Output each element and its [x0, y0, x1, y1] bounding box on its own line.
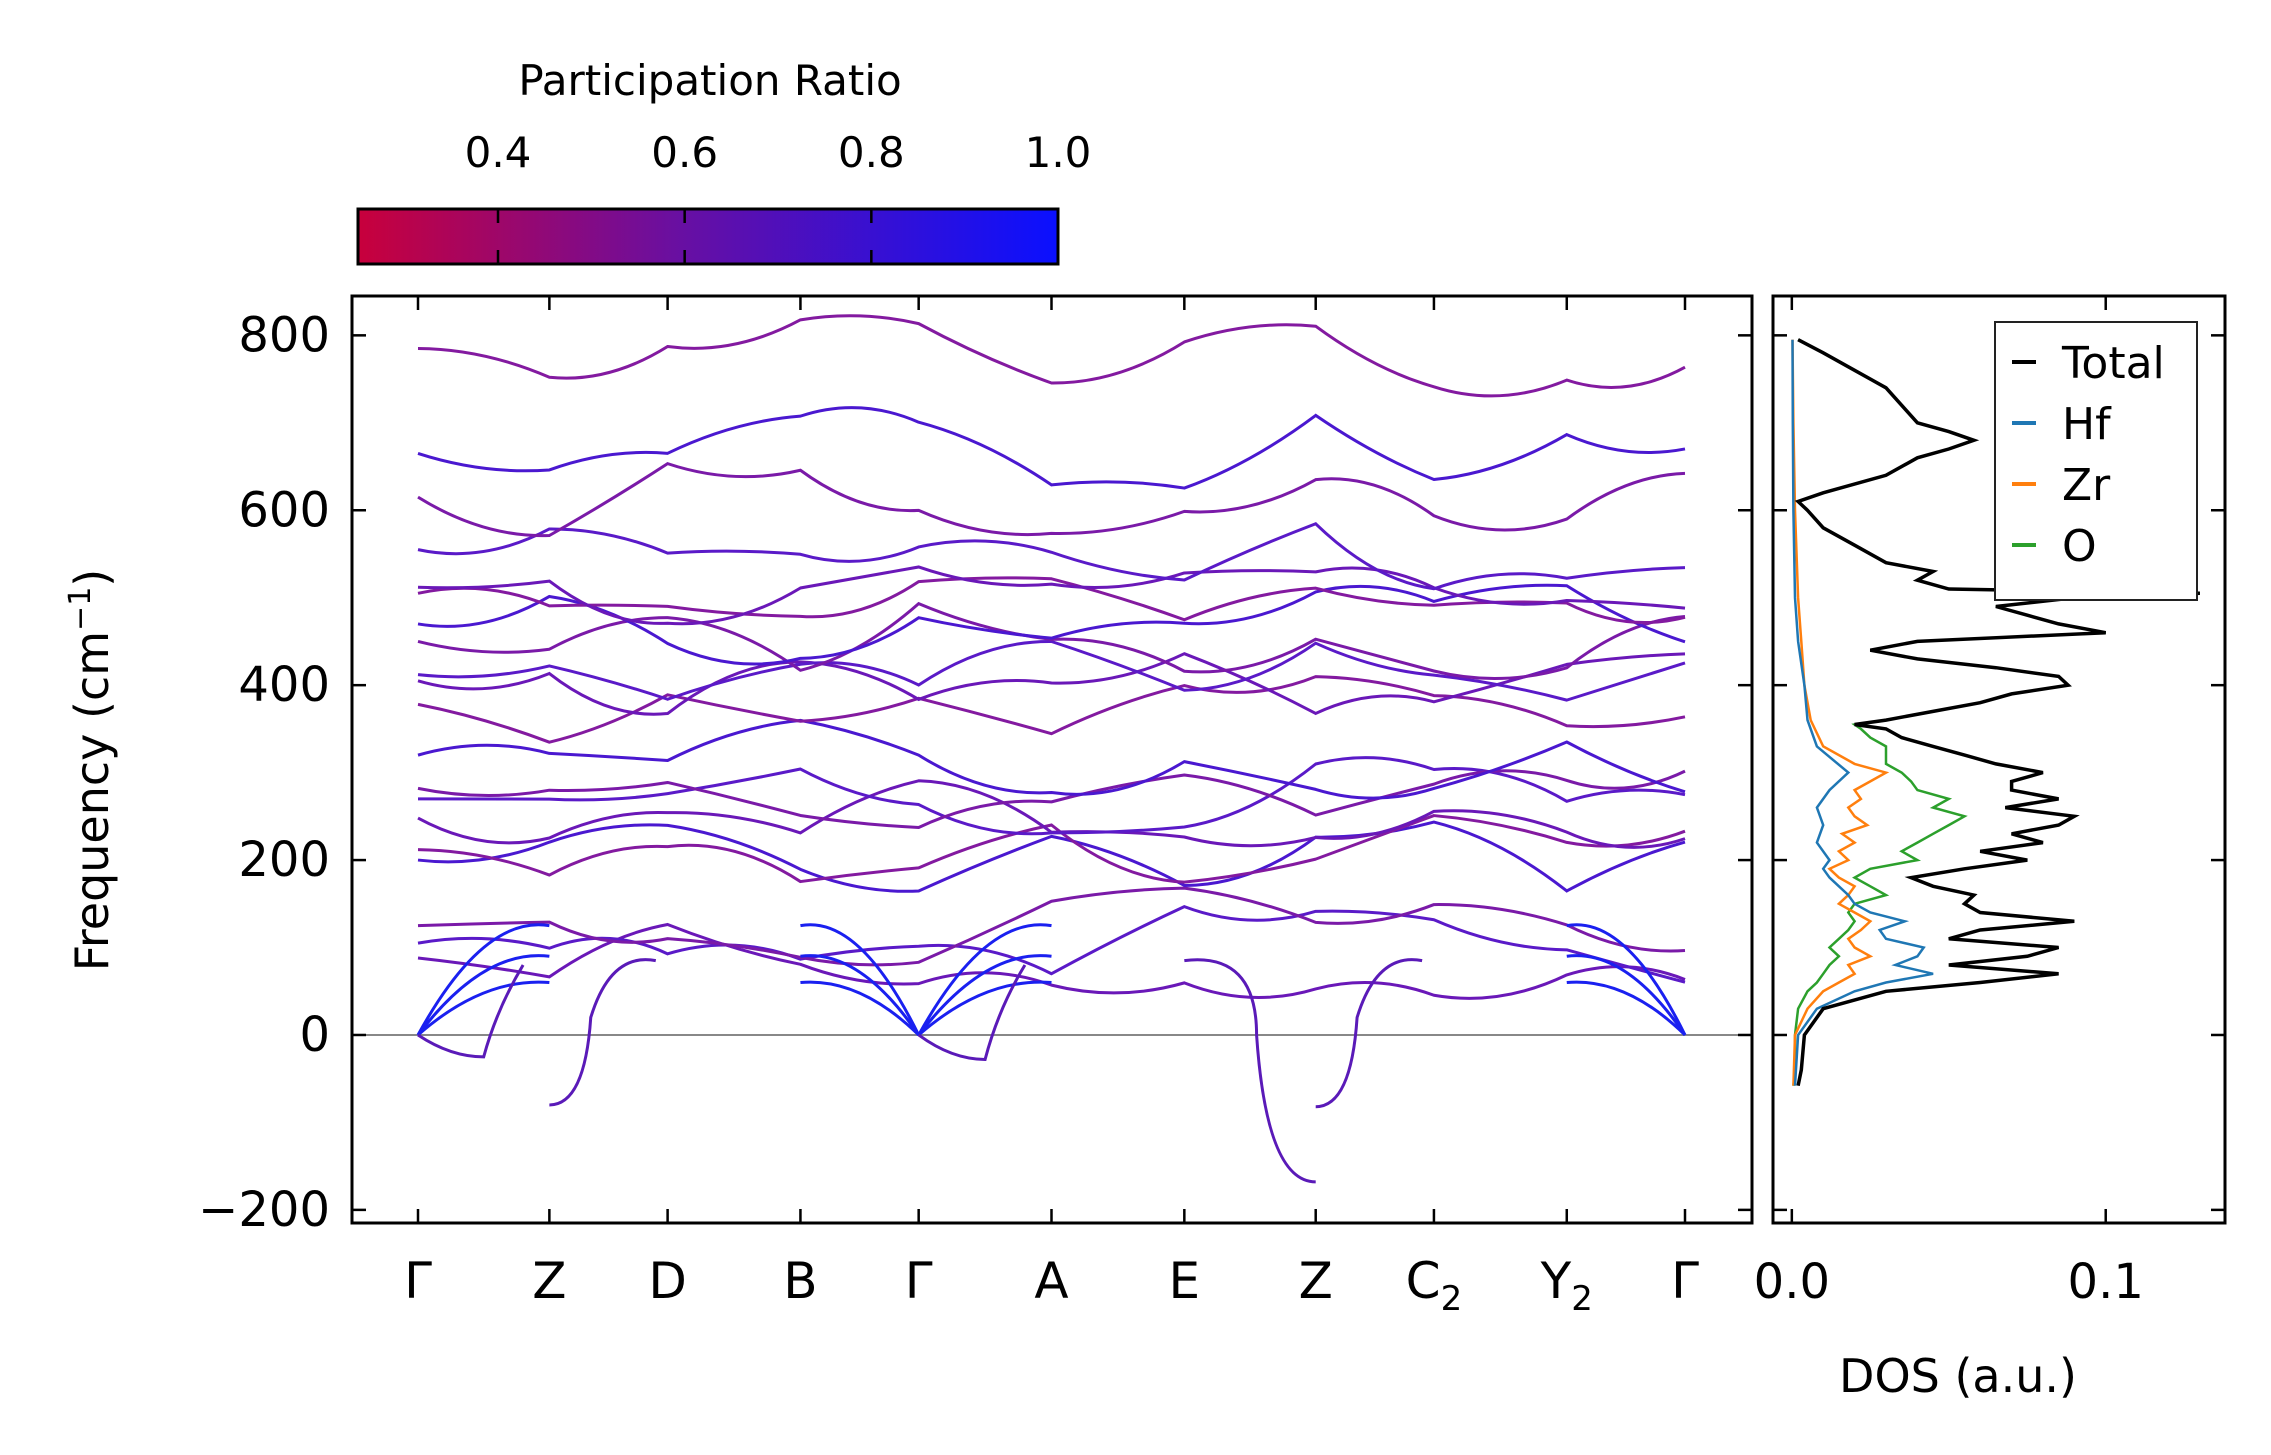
- phonon-band: [417, 522, 1686, 591]
- legend-label: O: [2062, 521, 2097, 572]
- phonon-bands: [416, 314, 1687, 1184]
- high-symmetry-label: B: [783, 1252, 817, 1310]
- dos-curve-total: [1794, 338, 2200, 1087]
- phonon-band: [417, 314, 1686, 398]
- phonon-band: [417, 769, 1686, 829]
- dos-axis-ticks: 0.0 0.1: [1754, 296, 2225, 1310]
- colorbar-tick-label: 0.4: [465, 128, 532, 177]
- colorbar-tick-label: 0.8: [838, 128, 905, 177]
- acoustic-band: [800, 954, 920, 1036]
- legend-label: Total: [2061, 338, 2165, 389]
- acoustic-band: [1566, 954, 1687, 1036]
- phonon-band: [417, 640, 1686, 702]
- y-tick-label: −200: [198, 1182, 330, 1238]
- colorbar-label: Participation Ratio: [518, 56, 901, 105]
- colorbar-gradient: [356, 207, 1060, 266]
- dos-curve-zr: [1791, 339, 1890, 1086]
- y-tick-label: 600: [238, 482, 330, 538]
- phonon-band: [417, 583, 1686, 666]
- phonon-band: [417, 576, 1686, 625]
- acoustic-band: [917, 954, 1052, 1036]
- y-axis-label: Frequency (cm−1): [63, 569, 119, 972]
- colorbar-tick-label: 0.6: [651, 128, 718, 177]
- phonon-band: [417, 652, 1686, 716]
- y-tick-label: 200: [238, 832, 330, 888]
- phonon-band: [417, 675, 1686, 744]
- phonon-band: [417, 922, 1686, 1000]
- dos-x-tick-label: 0.1: [2068, 1254, 2144, 1310]
- colorbar-ticks: 0.4 0.6 0.8 1.0: [465, 128, 1092, 264]
- band-structure-panel: −200 0 200 400 600 800 Γ Z D B Γ A E Z C2 Y2 Γ Frequency…: [63, 294, 1754, 1319]
- dos-panel: 0.0 0.1 DOS (a.u.) Total Hf Zr O: [1754, 294, 2227, 1403]
- y-tick-label: 0: [299, 1007, 330, 1063]
- acoustic-band: [800, 980, 920, 1037]
- phonon-band: [417, 461, 1686, 538]
- colorbar: Participation Ratio 0.4 0.6 0.8 1.0: [356, 56, 1092, 266]
- dos-x-tick-label: 0.0: [1754, 1254, 1830, 1310]
- acoustic-band: [1566, 980, 1687, 1037]
- dos-axes-frame: [1771, 294, 2227, 1225]
- imaginary-mode: [549, 958, 657, 1107]
- colorbar-tick-label: 1.0: [1025, 128, 1092, 177]
- high-symmetry-label: C2: [1406, 1252, 1463, 1319]
- high-symmetry-label: Z: [1299, 1252, 1333, 1310]
- legend-frame: [1994, 321, 2198, 601]
- phonon-band: [417, 814, 1686, 884]
- high-symmetry-label: Γ: [905, 1252, 933, 1310]
- imaginary-mode: [1315, 958, 1423, 1109]
- band-axis-ticks: −200 0 200 400 600 800 Γ Z D B Γ A E Z C2 Y2 Γ: [198, 296, 1752, 1319]
- imaginary-mode: [417, 964, 525, 1059]
- high-symmetry-label: E: [1169, 1252, 1201, 1310]
- high-symmetry-label: Z: [532, 1252, 566, 1310]
- acoustic-band: [917, 923, 1052, 1036]
- phonon-band: [417, 820, 1686, 893]
- imaginary-mode: [1184, 958, 1316, 1184]
- y-tick-label: 400: [238, 657, 330, 713]
- high-symmetry-label: A: [1034, 1252, 1068, 1310]
- acoustic-band: [416, 954, 550, 1036]
- acoustic-band: [1566, 923, 1687, 1036]
- dos-x-axis-label: DOS (a.u.): [1839, 1349, 2077, 1403]
- legend: Total Hf Zr O: [1994, 321, 2198, 601]
- legend-label: Hf: [2062, 399, 2112, 450]
- dos-curve-hf: [1791, 339, 1934, 1086]
- y-tick-label: 800: [238, 307, 330, 363]
- phonon-band: [417, 756, 1686, 836]
- high-symmetry-label: Y2: [1540, 1252, 1593, 1319]
- high-symmetry-label: Γ: [1671, 1252, 1699, 1310]
- imaginary-mode: [917, 964, 1027, 1061]
- band-axes-frame: [350, 294, 1754, 1225]
- phonon-band: [417, 886, 1686, 967]
- acoustic-band: [800, 923, 921, 1036]
- dos-curves: [1791, 338, 2200, 1087]
- phonon-band: [417, 565, 1686, 626]
- legend-label: Zr: [2062, 460, 2111, 511]
- phonon-band: [417, 718, 1686, 800]
- phonon-band: [417, 406, 1686, 490]
- high-symmetry-label: D: [648, 1252, 687, 1310]
- high-symmetry-label: Γ: [404, 1252, 432, 1310]
- acoustic-band: [917, 980, 1052, 1037]
- acoustic-band: [416, 923, 550, 1036]
- acoustic-band: [417, 980, 550, 1037]
